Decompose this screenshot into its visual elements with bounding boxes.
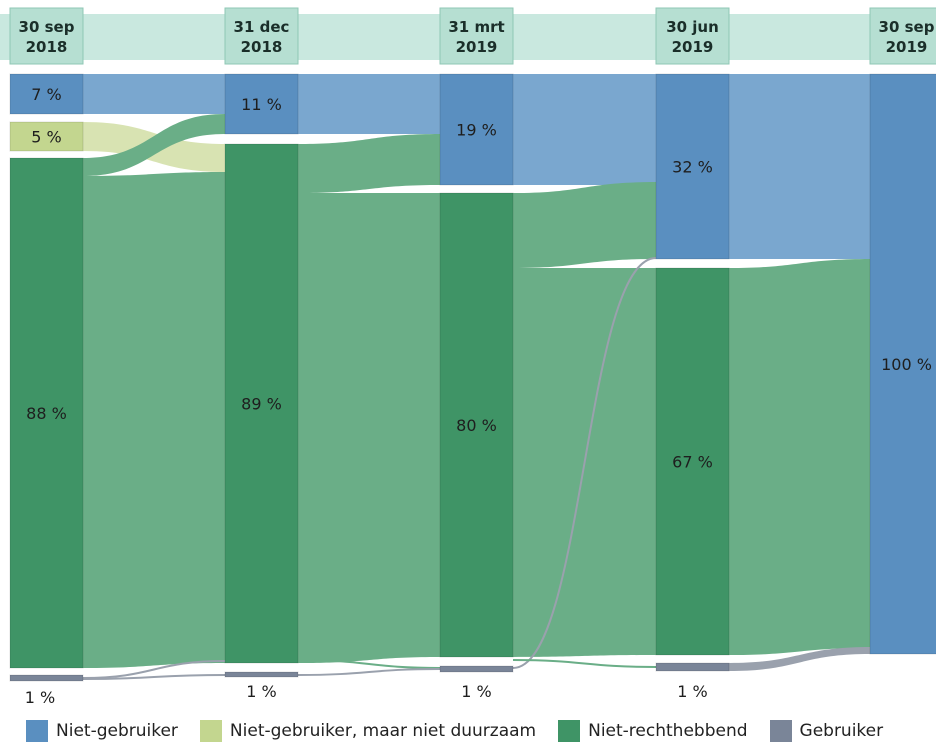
bar-label-niet-rechthebbend: 80 %: [456, 416, 497, 435]
bar-label-niet-gebruiker: 100 %: [881, 355, 932, 374]
bar-niet-rechthebbend: [655, 267, 730, 656]
bar-niet-gebruiker: [439, 73, 514, 186]
flow-niet-rechthebbend-to-niet-gebruiker: [298, 134, 440, 193]
column-header-line2: 2018: [26, 38, 68, 56]
bar-niet-gebruiker-maar-niet-duurzaam: [9, 121, 84, 152]
bar-niet-gebruiker: [655, 73, 730, 260]
column-header-line2: 2019: [672, 38, 714, 56]
legend: Niet-gebruiker Niet-gebruiker, maar niet…: [26, 718, 905, 744]
bar-gebruiker: [224, 671, 299, 678]
bar-label-niet-gebruiker: 19 %: [456, 121, 497, 140]
column-header-box: [655, 7, 730, 65]
bar-niet-rechthebbend: [9, 157, 84, 669]
flow-niet-rechthebbend: [83, 172, 225, 668]
flow-niet-rechthebbend-to-gebruiker: [512, 659, 657, 668]
column-header-box: [224, 7, 299, 65]
legend-swatch-niet-duurzaam: [199, 720, 222, 742]
bar-label-gebruiker: 1 %: [461, 682, 491, 701]
column-header: 31 mrt 2019: [439, 7, 514, 65]
legend-item-niet-gebruiker: Niet-gebruiker: [26, 720, 178, 742]
bar-label-gebruiker: 1 %: [677, 682, 707, 701]
column-header-line2: 2019: [456, 38, 498, 56]
flow-niet-gebruiker: [729, 74, 870, 259]
column-header-line1: 30 sep: [879, 18, 935, 36]
legend-swatch-niet-rechthebbend: [558, 720, 581, 742]
bar-label-niet-rechthebbend: 88 %: [26, 404, 67, 423]
legend-item-niet-duurzaam: Niet-gebruiker, maar niet duurzaam: [199, 720, 537, 742]
bar-label-niet-gebruiker: 7 %: [31, 85, 61, 104]
legend-swatch-gebruiker: [769, 720, 792, 742]
bar-label-niet-gebruiker-maar-niet-duurzaam: 5 %: [31, 128, 61, 147]
flow-niet-rechthebbend-to-niet-gebruiker: [513, 182, 656, 268]
flow-gebruiker: [729, 647, 870, 671]
legend-item-niet-rechthebbend: Niet-rechthebbend: [558, 720, 748, 742]
column-header-box: [869, 7, 936, 65]
bar-niet-rechthebbend: [224, 143, 299, 664]
bar-label-niet-gebruiker: 32 %: [672, 158, 713, 177]
flow-niet-rechthebbend-to-gebruiker: [297, 659, 441, 669]
column-header-line1: 30 jun: [666, 18, 719, 36]
flow-gebruiker: [82, 660, 226, 679]
column-header-box: [9, 7, 84, 65]
bar-gebruiker: [655, 662, 730, 672]
bar-label-niet-gebruiker: 11 %: [241, 95, 282, 114]
bar-label-niet-rechthebbend: 89 %: [241, 395, 282, 414]
bar-label-niet-rechthebbend: 67 %: [672, 453, 713, 472]
bar-gebruiker: [439, 665, 514, 673]
bar-gebruiker: [9, 674, 84, 682]
bar-niet-gebruiker: [224, 73, 299, 135]
flow-gebruiker: [82, 674, 226, 680]
column-header-line2: 2018: [241, 38, 283, 56]
column-header: 31 dec 2018: [224, 7, 299, 65]
legend-label: Niet-gebruiker: [56, 721, 178, 741]
column-header: 30 jun 2019: [655, 7, 730, 65]
column-header: 30 sep 2019: [869, 7, 936, 65]
flow-niet-rechthebbend: [298, 193, 440, 663]
bar-niet-gebruiker: [9, 73, 84, 115]
bar-label-gebruiker: 1 %: [25, 688, 55, 707]
flow-niet-gebruiker: [513, 74, 656, 185]
flow-niet-gebruiker: [298, 74, 440, 134]
column-header-line2: 2019: [886, 38, 928, 56]
legend-item-gebruiker: Gebruiker: [769, 720, 884, 742]
column-header-line1: 30 sep: [19, 18, 75, 36]
flow-niet-gebruiker: [83, 74, 225, 114]
legend-label: Niet-rechthebbend: [588, 721, 748, 741]
legend-label: Niet-gebruiker, maar niet duurzaam: [229, 721, 537, 741]
legend-swatch-niet-gebruiker: [26, 720, 48, 742]
flow-gebruiker-to-niet-gebruiker: [512, 257, 657, 669]
flow-niet-rechthebbend-to-niet-gebruiker: [83, 114, 225, 176]
bar-label-gebruiker: 1 %: [246, 682, 276, 701]
flow-niet-rechthebbend: [729, 259, 870, 655]
column-header-line1: 31 mrt: [448, 18, 504, 36]
bar-niet-rechthebbend: [439, 192, 514, 658]
column-header-line1: 31 dec: [234, 18, 290, 36]
column-header: 30 sep 2018: [9, 7, 84, 65]
flow-gebruiker: [297, 668, 441, 676]
bar-niet-gebruiker: [869, 73, 936, 655]
column-header-box: [439, 7, 514, 65]
legend-label: Gebruiker: [799, 721, 884, 741]
